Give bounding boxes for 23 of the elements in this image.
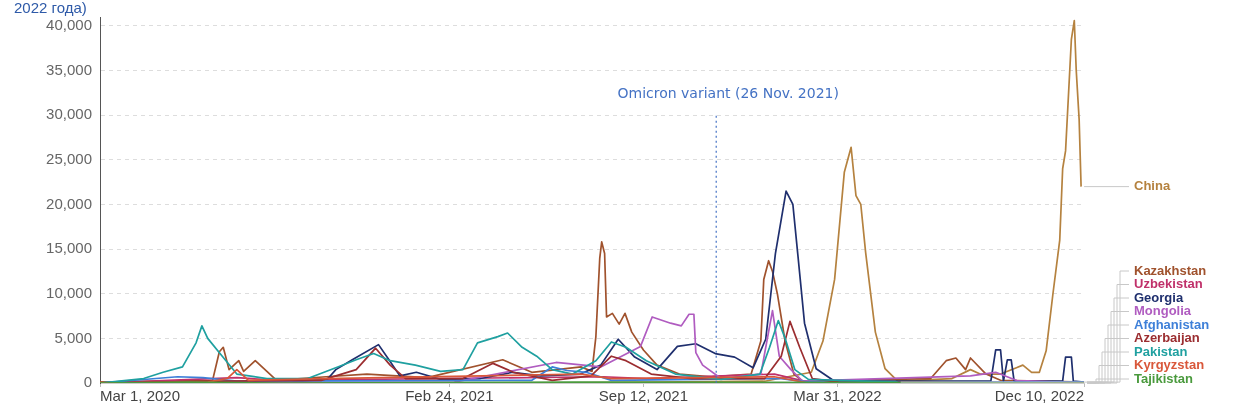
x-tick-label: Sep 12, 2021 — [598, 387, 689, 405]
text: Kyrgyzstan — [1134, 357, 1205, 373]
y-tick-label: 35,000 — [46, 60, 92, 78]
y-tick-label: 30,000 — [46, 105, 92, 123]
text: Mongolia — [1134, 303, 1192, 319]
y-tick-label: 40,000 — [46, 16, 92, 34]
ref-line-label: Omicron variant (26 Nov. 2021) — [617, 85, 839, 102]
y-tick-label: 20,000 — [46, 194, 92, 212]
x-tick-label: Mar 1, 2020 — [100, 387, 181, 405]
text: Kazakhstan — [1134, 262, 1207, 278]
y-tick-label: 10,000 — [46, 283, 92, 301]
text: Azerbaijan — [1134, 330, 1200, 346]
x-tick-label: Dec 10, 2022 — [994, 387, 1084, 405]
y-tick-label: 0 — [83, 373, 92, 391]
text: Georgia — [1134, 289, 1184, 305]
y-tick-label: 25,000 — [46, 149, 92, 167]
text: Uzbekistan — [1134, 276, 1203, 292]
y-tick-label: 5,000 — [54, 328, 92, 346]
x-tick-label: Mar 31, 2022 — [793, 387, 882, 405]
y-tick-label: 15,000 — [46, 239, 92, 257]
chart-title: 2022 года) — [14, 0, 87, 16]
text: China — [1134, 178, 1171, 194]
x-tick-label: Feb 24, 2021 — [405, 387, 494, 405]
